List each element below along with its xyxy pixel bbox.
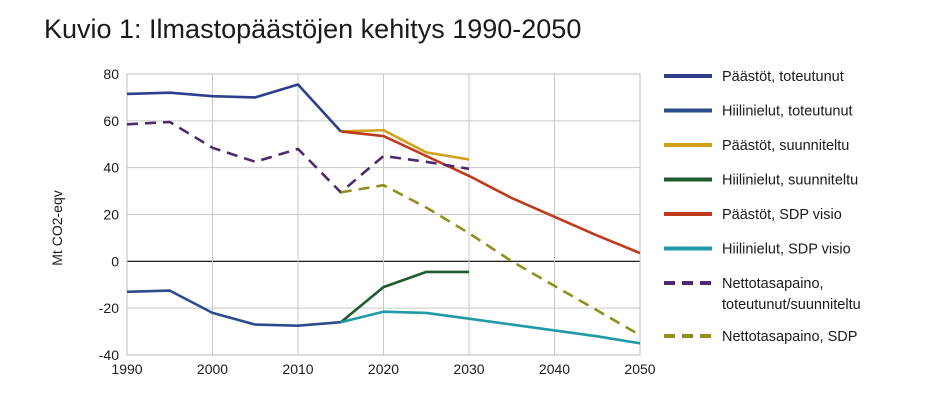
y-tick-label: 0 (111, 253, 119, 269)
legend-label: Nettotasapaino, (722, 276, 824, 292)
series-line-7 (340, 183, 641, 337)
legend-label: toteutunut/suunniteltu (722, 297, 861, 313)
x-tick-label: 2050 (624, 361, 655, 377)
series-line-5 (340, 310, 641, 345)
y-tick-label: 40 (103, 160, 119, 176)
y-tick-label: -40 (99, 347, 119, 363)
chart-title: Kuvio 1: Ilmastopäästöjen kehitys 1990-2… (44, 14, 582, 44)
y-tick-label: 60 (103, 113, 119, 129)
legend-label: Päästöt, SDP visio (722, 207, 842, 223)
series-line-1 (126, 289, 341, 328)
y-tick-label: 80 (103, 66, 119, 82)
series-line-4 (340, 130, 641, 255)
y-axis-label: Mt CO2-eqv (49, 190, 65, 265)
series-line-3 (339, 270, 469, 324)
x-tick-label: 2020 (368, 361, 399, 377)
series-line-6 (126, 120, 470, 194)
series-line-2 (340, 128, 470, 161)
y-tick-label: -20 (99, 300, 119, 316)
legend-label: Hiilinielut, suunniteltu (722, 173, 858, 189)
plot-frame (126, 73, 641, 356)
legend-label: Nettotasapaino, SDP (722, 329, 857, 345)
legend: Päästöt, toteutunut Hiilinielut, toteutun… (664, 69, 861, 345)
series-line-0 (126, 83, 342, 133)
x-tick-label: 1990 (111, 361, 142, 377)
x-tick-label: 2040 (539, 361, 570, 377)
y-tick-label: 20 (103, 207, 119, 223)
x-tick-label: 2030 (453, 361, 484, 377)
legend-label: Päästöt, toteutunut (722, 69, 844, 85)
x-tick-label: 2000 (197, 361, 228, 377)
legend-label: Päästöt, suunniteltu (722, 138, 849, 154)
grid-layer (126, 73, 641, 356)
x-tick-label: 2010 (282, 361, 313, 377)
series-layer (126, 83, 641, 345)
legend-label: Hiilinielut, toteutunut (722, 104, 853, 120)
legend-label: Hiilinielut, SDP visio (722, 242, 851, 258)
